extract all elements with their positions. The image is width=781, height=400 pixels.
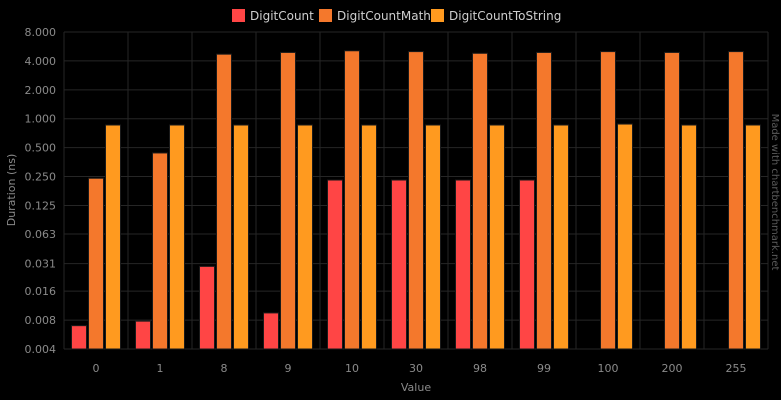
legend-label-digitcounttostring[interactable]: DigitCountToString (449, 9, 561, 23)
bar-digitcountmath-1[interactable] (152, 152, 168, 350)
bar-digitcounttostring-1[interactable] (169, 124, 185, 350)
bar-digitcounttostring-10[interactable] (361, 124, 377, 350)
bar-digitcountmath-200[interactable] (664, 51, 680, 350)
x-axis-ticks: 0 1 8 9 10 30 98 99 100 200 255 (93, 362, 747, 375)
bar-digitcount-98[interactable] (455, 179, 471, 350)
bar-digitcountmath-0[interactable] (88, 177, 104, 350)
legend-swatch-digitcountmath (319, 9, 332, 22)
bar-digitcount-10[interactable] (327, 179, 343, 350)
y-tick-label: 0.500 (25, 142, 57, 155)
bar-digitcount-8[interactable] (199, 265, 215, 350)
bar-digitcounttostring-9[interactable] (297, 124, 313, 350)
bar-digitcounttostring-8[interactable] (233, 124, 249, 350)
bar-digitcountmath-30[interactable] (408, 51, 424, 350)
bar-digitcounttostring-98[interactable] (489, 124, 505, 350)
bar-digitcountmath-99[interactable] (536, 51, 552, 350)
x-tick-label: 200 (662, 362, 683, 375)
bar-digitcount-99[interactable] (519, 179, 535, 350)
x-tick-label: 10 (345, 362, 359, 375)
bar-digitcount-9[interactable] (263, 312, 279, 350)
y-tick-label: 8.000 (25, 26, 57, 39)
bar-digitcounttostring-200[interactable] (681, 124, 697, 350)
bar-digitcounttostring-30[interactable] (425, 124, 441, 350)
x-tick-label: 9 (285, 362, 292, 375)
x-tick-label: 0 (93, 362, 100, 375)
y-tick-label: 0.125 (25, 199, 57, 212)
x-axis-title: Value (401, 381, 431, 394)
bar-digitcountmath-10[interactable] (344, 50, 360, 350)
legend-swatch-digitcounttostring (431, 9, 444, 22)
y-tick-label: 0.250 (25, 171, 57, 184)
bar-digitcountmath-100[interactable] (600, 51, 616, 350)
bar-digitcounttostring-99[interactable] (553, 124, 569, 350)
x-tick-label: 30 (409, 362, 423, 375)
x-tick-label: 100 (598, 362, 619, 375)
bar-digitcount-30[interactable] (391, 179, 407, 350)
y-tick-label: 0.008 (25, 314, 57, 327)
bars (71, 50, 761, 350)
bar-digitcount-0[interactable] (71, 325, 87, 350)
y-tick-label: 0.063 (25, 228, 57, 241)
y-tick-label: 0.031 (25, 258, 57, 271)
y-axis-title: Duration (ns) (5, 154, 18, 227)
legend-swatch-digitcount (232, 9, 245, 22)
y-axis-ticks: 0.004 0.008 0.016 0.031 0.063 0.125 0.250 0.500… (25, 26, 57, 356)
bar-digitcountmath-98[interactable] (472, 52, 488, 350)
x-tick-label: 98 (473, 362, 487, 375)
y-tick-label: 4.000 (25, 55, 57, 68)
legend: DigitCount DigitCountMath DigitCountToStri… (232, 9, 561, 23)
bar-digitcounttostring-255[interactable] (745, 124, 761, 350)
x-tick-label: 99 (537, 362, 551, 375)
x-tick-label: 8 (221, 362, 228, 375)
bar-digitcountmath-9[interactable] (280, 51, 296, 350)
bar-digitcount-1[interactable] (135, 320, 151, 350)
y-tick-label: 2.000 (25, 84, 57, 97)
watermark-text: Made with chartbenchmark.net (769, 114, 780, 271)
bar-digitcounttostring-0[interactable] (105, 124, 121, 350)
legend-label-digitcount[interactable]: DigitCount (250, 9, 314, 23)
bar-digitcountmath-8[interactable] (216, 53, 232, 350)
x-tick-label: 1 (157, 362, 164, 375)
x-tick-label: 255 (726, 362, 747, 375)
y-tick-label: 0.004 (25, 343, 57, 356)
bar-digitcountmath-255[interactable] (728, 51, 744, 350)
legend-label-digitcountmath[interactable]: DigitCountMath (337, 9, 431, 23)
y-tick-label: 1.000 (25, 113, 57, 126)
y-tick-label: 0.016 (25, 285, 57, 298)
bar-digitcounttostring-100[interactable] (617, 123, 633, 350)
